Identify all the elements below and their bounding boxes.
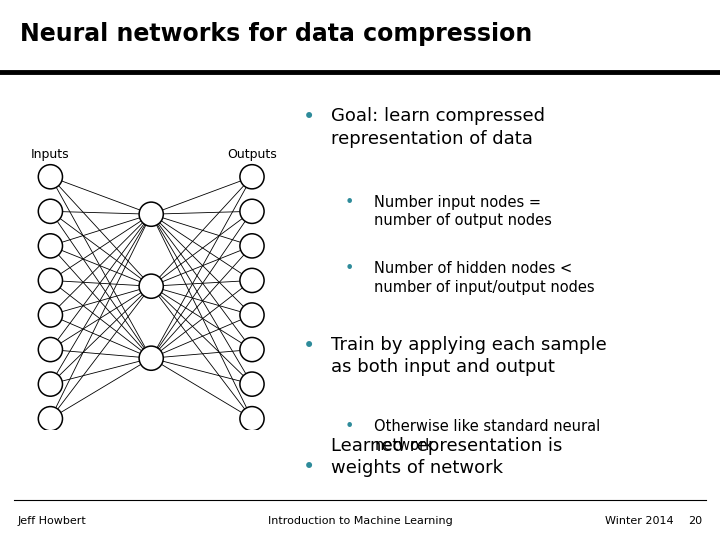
Text: Number of hidden nodes <
number of input/output nodes: Number of hidden nodes < number of input…	[374, 261, 595, 295]
Circle shape	[240, 165, 264, 189]
Circle shape	[139, 346, 163, 370]
Text: •: •	[303, 457, 315, 477]
Circle shape	[240, 199, 264, 224]
Circle shape	[38, 165, 63, 189]
Text: Learned representation is
weights of network: Learned representation is weights of net…	[331, 437, 562, 477]
Circle shape	[240, 234, 264, 258]
Circle shape	[139, 274, 163, 298]
Circle shape	[240, 372, 264, 396]
Text: Otherwise like standard neural
network: Otherwise like standard neural network	[374, 419, 600, 453]
Text: •: •	[344, 419, 354, 434]
Text: •: •	[303, 336, 315, 356]
Text: Number input nodes =
number of output nodes: Number input nodes = number of output no…	[374, 195, 552, 228]
Text: Winter 2014: Winter 2014	[605, 516, 673, 526]
Text: Inputs: Inputs	[31, 148, 70, 161]
Text: 20: 20	[688, 516, 702, 526]
Circle shape	[38, 338, 63, 362]
Circle shape	[240, 268, 264, 293]
Circle shape	[240, 303, 264, 327]
Text: Goal: learn compressed
representation of data: Goal: learn compressed representation of…	[331, 107, 545, 147]
Text: •: •	[303, 107, 315, 127]
Circle shape	[38, 199, 63, 224]
Text: Neural networks for data compression: Neural networks for data compression	[20, 22, 532, 46]
Text: Outputs: Outputs	[227, 148, 277, 161]
Text: Jeff Howbert: Jeff Howbert	[18, 516, 86, 526]
Circle shape	[38, 234, 63, 258]
Circle shape	[240, 407, 264, 431]
Text: Introduction to Machine Learning: Introduction to Machine Learning	[268, 516, 452, 526]
Circle shape	[240, 338, 264, 362]
Circle shape	[139, 202, 163, 226]
Circle shape	[38, 303, 63, 327]
Circle shape	[38, 407, 63, 431]
Text: Train by applying each sample
as both input and output: Train by applying each sample as both in…	[331, 336, 607, 376]
Circle shape	[38, 268, 63, 293]
Circle shape	[38, 372, 63, 396]
Text: •: •	[344, 195, 354, 210]
Text: •: •	[344, 261, 354, 276]
